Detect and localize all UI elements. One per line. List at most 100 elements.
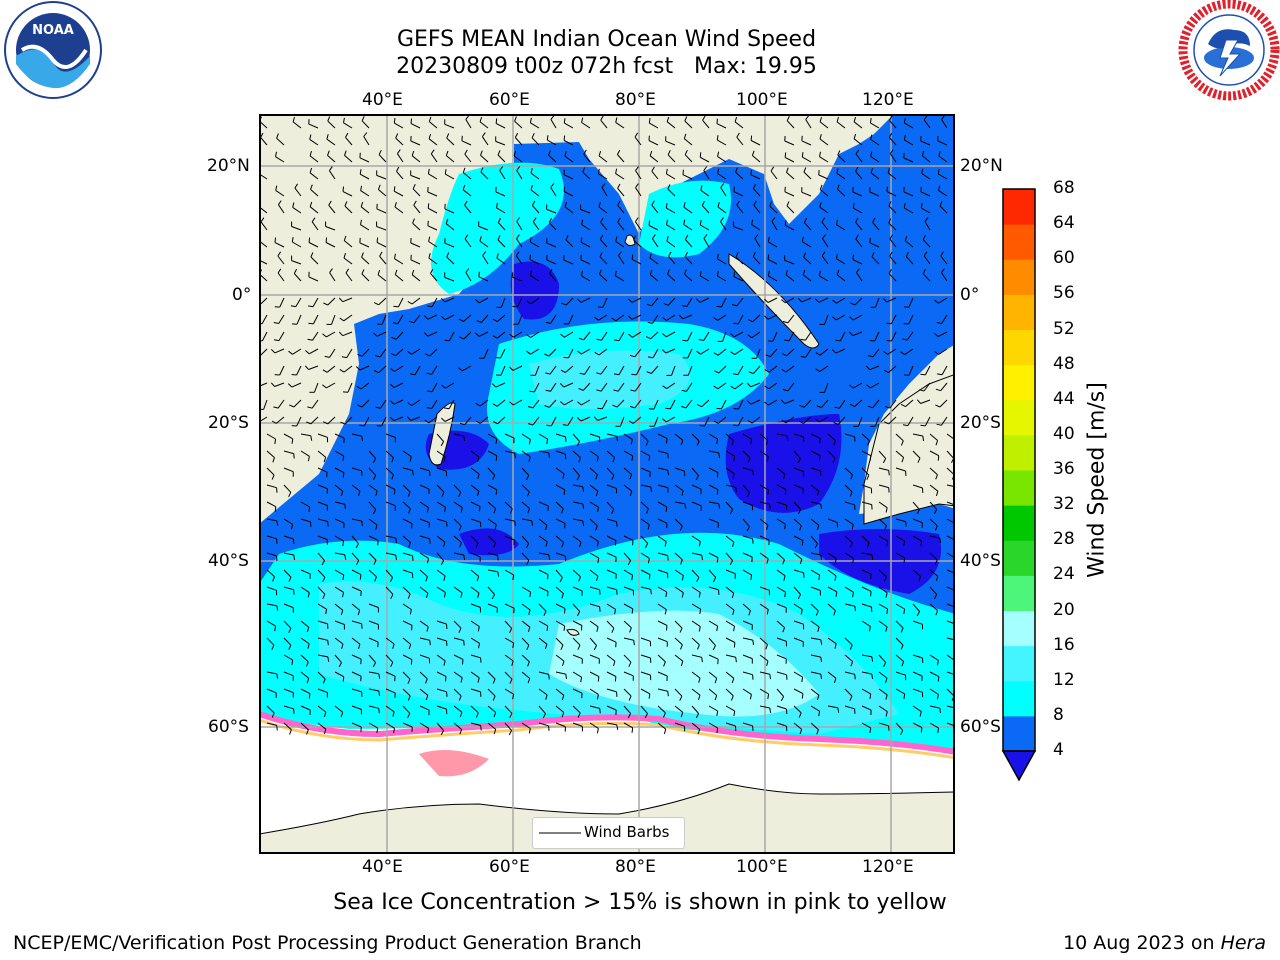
wind-barb [946,603,954,608]
wind-barb [818,174,829,180]
wind-barb-flag [631,254,634,260]
wind-barb [572,688,583,694]
wind-barb-flag [920,424,926,427]
wind-barb [419,467,430,472]
wind-barb [912,433,923,437]
wind-barb [555,603,566,609]
wind-barb [568,314,574,325]
wind-barb-flag [888,470,890,476]
wind-barb [827,603,836,611]
wind-barb-flag [391,474,394,480]
wind-barb-flag [718,452,721,458]
wind-barb [889,255,897,265]
wind-barb-flag [288,576,292,582]
wind-barb [546,242,557,248]
wind-barb-flag [884,525,887,531]
wind-barb-flag [529,390,535,393]
wind-barb-flag [412,470,414,476]
wind-barb-flag [270,348,276,354]
wind-barb [615,121,625,129]
wind-barb-flag [600,217,604,223]
wind-barb-flag [801,540,804,546]
wind-barb [309,138,319,146]
wind-barb [657,637,668,643]
wind-barb-flag [786,201,790,207]
wind-barb [751,416,761,424]
wind-barb [657,688,668,692]
wind-barb [521,603,531,611]
wind-barb [266,722,277,726]
wind-barb-flag [274,506,277,512]
wind-barb-flag [934,299,939,304]
wind-barb-flag [780,399,786,404]
wind-barb [872,222,880,231]
wind-barb-flag [564,201,567,208]
wind-barb-flag [730,333,735,338]
wind-barb [878,688,888,696]
wind-barb [717,382,727,390]
wind-barb-flag [561,712,565,718]
wind-barb-flag [700,185,703,191]
wind-barb [500,297,506,308]
wind-barb-flag [816,490,820,497]
wind-barb-flag [338,297,344,303]
wind-barb-flag [531,200,536,206]
wind-barb [674,501,685,505]
wind-barb [513,155,523,163]
wind-barb-flag [849,695,853,701]
wind-barb [699,156,710,163]
wind-barb [776,654,787,660]
wind-barb-flag [493,542,496,548]
wind-barb-flag [359,169,362,175]
wind-barb-flag [445,150,449,156]
wind-barb [266,671,277,675]
wind-barb [703,331,710,341]
wind-barb [538,450,549,454]
wind-barb [861,671,872,675]
wind-barb [895,518,906,523]
wind-barb-flag [307,338,313,341]
lon-label-bottom: 100°E [736,857,788,877]
wind-barb [784,399,795,405]
wind-barb [266,620,276,627]
wind-barb [912,688,923,693]
wind-barb [567,416,574,426]
wind-barb [564,331,574,338]
wind-barb [606,722,617,726]
wind-barb-flag [628,695,632,701]
wind-barb-flag [596,626,599,632]
wind-barb-flag [476,491,480,497]
wind-barb-flag [666,236,669,242]
wind-barb [309,206,319,214]
wind-barb [500,365,506,376]
wind-barb [752,256,761,265]
wind-barb [470,501,481,507]
wind-barb [277,399,285,409]
wind-barb [478,276,489,282]
wind-barb-flag [532,217,537,223]
wind-barb-flag [480,150,483,156]
wind-barb [666,121,676,129]
wind-barb [317,688,328,693]
wind-barb [854,399,863,407]
wind-barb-flag [600,115,604,121]
wind-barb [532,399,540,409]
wind-barb [682,174,693,180]
wind-barb-flag [919,711,922,717]
wind-barb-flag [935,576,939,582]
wind-barb-flag [410,373,416,376]
wind-barb [479,121,489,129]
wind-barb [640,484,651,488]
wind-barb-flag [816,525,820,531]
wind-barb [538,722,549,727]
wind-barb [589,501,599,508]
wind-barb [275,156,285,163]
wind-barb [464,238,472,248]
wind-barb-flag [612,457,616,463]
wind-barb-flag [293,589,295,595]
wind-barb-flag [427,390,433,393]
wind-barb [428,121,438,129]
wind-barb [888,416,897,425]
wind-barb-flag [343,253,346,259]
wind-barb-flag [746,526,750,532]
